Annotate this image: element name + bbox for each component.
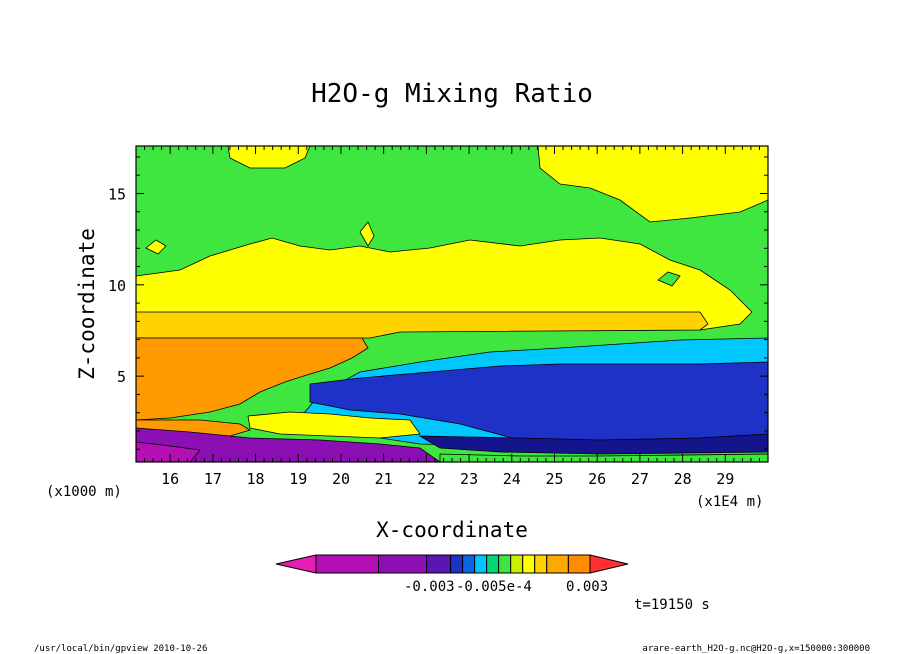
y-axis-multiplier: (x1000 m) <box>46 484 122 500</box>
colorbar-label-low: -0.003 <box>404 579 455 595</box>
colorbar-swatch <box>462 554 476 574</box>
y-axis-ticks: 5 10 15 <box>108 156 768 450</box>
colorbar-label-mid: -0.005e-4 <box>456 579 532 595</box>
colorbar-swatch <box>522 554 536 574</box>
region-purple-bottom <box>136 427 441 462</box>
y-tick-label: 5 <box>117 368 126 386</box>
x-tick-label: 21 <box>375 470 393 488</box>
y-tick-label: 10 <box>108 277 126 295</box>
x-axis-ticks: 16 17 18 19 20 21 22 23 24 25 26 27 28 29 <box>135 146 760 488</box>
region-yellow-low <box>247 411 421 439</box>
colorbar-swatch <box>498 554 512 574</box>
x-tick-label: 25 <box>545 470 563 488</box>
chart-title: H2O-g Mixing Ratio <box>311 79 593 109</box>
footer-left: /usr/local/bin/gpview 2010-10-26 <box>34 644 207 654</box>
colorbar-swatch <box>474 554 488 574</box>
colorbar-high-arrow <box>589 554 629 574</box>
colorbar-swatch <box>534 554 548 574</box>
x-tick-label: 22 <box>417 470 435 488</box>
time-label: t=19150 s <box>634 597 710 613</box>
x-tick-label: 19 <box>289 470 307 488</box>
x-tick-label: 23 <box>460 470 478 488</box>
x-tick-label: 17 <box>204 470 222 488</box>
colorbar <box>275 554 629 574</box>
colorbar-swatch <box>315 554 379 574</box>
x-tick-label: 20 <box>332 470 350 488</box>
x-tick-label: 27 <box>631 470 649 488</box>
x-tick-label: 26 <box>588 470 606 488</box>
region-orange-main <box>136 337 369 421</box>
region-yellow-cloud-top <box>227 146 311 169</box>
colorbar-low-arrow <box>275 554 317 574</box>
y-tick-label: 15 <box>108 185 126 203</box>
region-yellow-left-blob <box>145 239 167 255</box>
region-yellow-small <box>359 221 375 247</box>
region-green-bottom-right <box>439 453 768 462</box>
colorbar-swatch <box>450 554 464 574</box>
region-blue <box>309 361 768 447</box>
region-magenta-bottom <box>136 441 201 462</box>
region-yellow-top <box>537 146 768 223</box>
colorbar-swatch <box>426 554 452 574</box>
x-tick-label: 24 <box>503 470 521 488</box>
region-dark-blue <box>418 433 768 455</box>
region-green-blob-right <box>657 271 681 287</box>
x-axis-label: X-coordinate <box>376 518 528 542</box>
colorbar-swatch <box>377 554 428 574</box>
colorbar-label-high: 0.003 <box>566 579 608 595</box>
colorbar-swatch <box>486 554 500 574</box>
colorbar-swatch <box>567 554 591 574</box>
region-yellow-band <box>136 237 753 331</box>
x-axis-multiplier: (x1E4 m) <box>696 494 763 510</box>
x-tick-label: 16 <box>161 470 179 488</box>
contour-field <box>136 146 768 462</box>
x-tick-label: 28 <box>674 470 692 488</box>
x-tick-label: 18 <box>247 470 265 488</box>
y-axis-label: Z-coordinate <box>75 228 99 380</box>
colorbar-swatch <box>510 554 524 574</box>
x-tick-label: 29 <box>716 470 734 488</box>
colorbar-swatch <box>546 554 569 574</box>
footer-right: arare-earth_H2O-g.nc@H2O-g,x=150000:3000… <box>642 644 870 654</box>
